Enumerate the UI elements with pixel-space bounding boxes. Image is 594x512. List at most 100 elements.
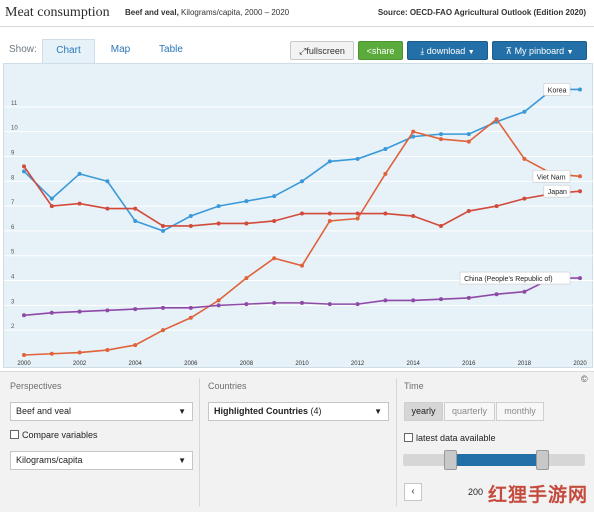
data-point — [300, 211, 304, 216]
source-note: Source: OECD-FAO Agricultural Outlook (E… — [377, 8, 586, 17]
fullscreen-label: fullscreen — [306, 46, 345, 56]
compare-variables-checkbox[interactable]: Compare variables — [10, 430, 98, 440]
data-point — [49, 351, 54, 356]
caret-down-icon: ▼ — [467, 49, 475, 56]
controls-panel: © — [0, 371, 594, 512]
data-point — [355, 302, 360, 307]
data-point — [272, 194, 277, 199]
x-tick-label: 2010 — [295, 361, 309, 367]
x-tick-label: 2002 — [73, 361, 87, 367]
pinboard-label: My pinboard — [514, 46, 565, 56]
data-point — [494, 292, 499, 297]
caret-down-icon: ▼ — [178, 456, 186, 465]
time-heading: Time — [404, 381, 424, 391]
data-point — [188, 223, 193, 228]
data-point — [411, 298, 416, 303]
data-point — [133, 218, 138, 223]
tab-map[interactable]: Map — [110, 44, 131, 55]
data-point — [439, 297, 443, 302]
data-point — [216, 303, 221, 308]
data-point — [272, 218, 277, 223]
data-point — [327, 302, 332, 307]
data-point — [272, 256, 277, 261]
y-tick-label: 11 — [11, 101, 18, 107]
pin-icon: ⊼ — [505, 46, 513, 56]
divider — [396, 378, 397, 506]
download-button[interactable]: ⤓ download ▼ — [407, 41, 488, 60]
download-label: download — [426, 46, 466, 56]
data-point — [411, 134, 416, 139]
time-slider-end-handle[interactable] — [536, 450, 549, 470]
line-chart[interactable]: 2 3 4 5 6 7 8 9 10 11 2000 2002 2004 2006 2008 2010 2012… — [4, 64, 594, 369]
data-point — [161, 223, 165, 228]
data-point — [466, 295, 471, 300]
data-point — [22, 169, 26, 174]
share-icon: < — [366, 46, 372, 56]
data-point — [188, 305, 193, 310]
time-slider-start-handle[interactable] — [444, 450, 457, 470]
series-line — [23, 118, 581, 356]
data-point — [300, 263, 304, 268]
chart-subtitle: Beef and veal, Kilograms/capita, 2000 – … — [125, 8, 289, 17]
time-option-yearly[interactable]: yearly — [404, 402, 443, 421]
data-point — [578, 87, 582, 92]
checkbox-icon[interactable] — [10, 430, 19, 439]
data-point — [77, 201, 82, 206]
data-point — [578, 189, 582, 194]
y-tick-label: 9 — [11, 150, 15, 156]
perspective-select[interactable]: Beef and veal ▼ — [10, 402, 193, 421]
copyright-icon[interactable]: © — [581, 374, 588, 384]
unit-value: Kilograms/capita — [16, 455, 83, 465]
data-point — [133, 206, 138, 211]
perspectives-heading: Perspectives — [10, 381, 62, 391]
data-point — [383, 298, 388, 303]
y-tick-label: 6 — [11, 225, 15, 231]
view-toolbar: Show: Chart Map Table ⤢fullscreen <share… — [0, 38, 594, 63]
data-point — [522, 289, 527, 294]
data-point — [244, 199, 249, 204]
data-point — [161, 228, 165, 233]
data-point — [578, 276, 582, 281]
x-tick-label: 2018 — [518, 361, 532, 367]
time-option-monthly[interactable]: monthly — [496, 402, 544, 421]
perspective-value: Beef and veal — [16, 406, 72, 416]
data-point — [383, 147, 388, 152]
x-tick-label: 2004 — [129, 361, 143, 367]
series-label: China (People's Republic of) — [464, 276, 552, 283]
caret-down-icon: ▼ — [374, 407, 382, 416]
chart-panel: 2 3 4 5 6 7 8 9 10 11 2000 2002 2004 2006 2008 2010 2012… — [3, 63, 594, 369]
x-tick-label: 2016 — [462, 361, 476, 367]
tab-chart[interactable]: Chart — [42, 39, 95, 63]
time-option-quarterly[interactable]: quarterly — [444, 402, 495, 421]
checkbox-icon[interactable] — [404, 433, 413, 442]
data-point — [22, 353, 26, 357]
latest-data-checkbox[interactable]: latest data available — [404, 433, 496, 443]
data-point — [161, 305, 165, 310]
data-point — [327, 211, 332, 216]
data-point — [300, 300, 304, 305]
fullscreen-button[interactable]: ⤢fullscreen — [290, 41, 354, 60]
countries-select[interactable]: Highlighted Countries (4) ▼ — [208, 402, 389, 421]
data-point — [466, 132, 471, 137]
countries-value: Highlighted Countries — [214, 406, 308, 416]
y-tick-label: 5 — [11, 250, 15, 256]
divider — [199, 378, 200, 506]
time-slider-range[interactable] — [452, 454, 543, 466]
data-point — [494, 117, 499, 122]
series-label-box — [543, 184, 571, 198]
compare-label: Compare variables — [22, 430, 98, 440]
data-point — [244, 302, 249, 307]
data-point — [77, 171, 82, 176]
unit-select[interactable]: Kilograms/capita ▼ — [10, 451, 193, 470]
previous-year-button[interactable]: ‹ — [404, 483, 422, 501]
chart-header: Meat consumption Beef and veal, Kilogram… — [0, 0, 594, 27]
data-point — [216, 221, 221, 226]
tab-table[interactable]: Table — [159, 44, 183, 55]
x-tick-label: 2006 — [184, 361, 198, 367]
data-point — [411, 129, 416, 134]
pinboard-button[interactable]: ⊼ My pinboard ▼ — [492, 41, 587, 60]
y-tick-label: 3 — [11, 299, 15, 305]
data-point — [77, 350, 82, 355]
data-point — [188, 214, 193, 219]
share-button[interactable]: <share — [358, 41, 403, 60]
